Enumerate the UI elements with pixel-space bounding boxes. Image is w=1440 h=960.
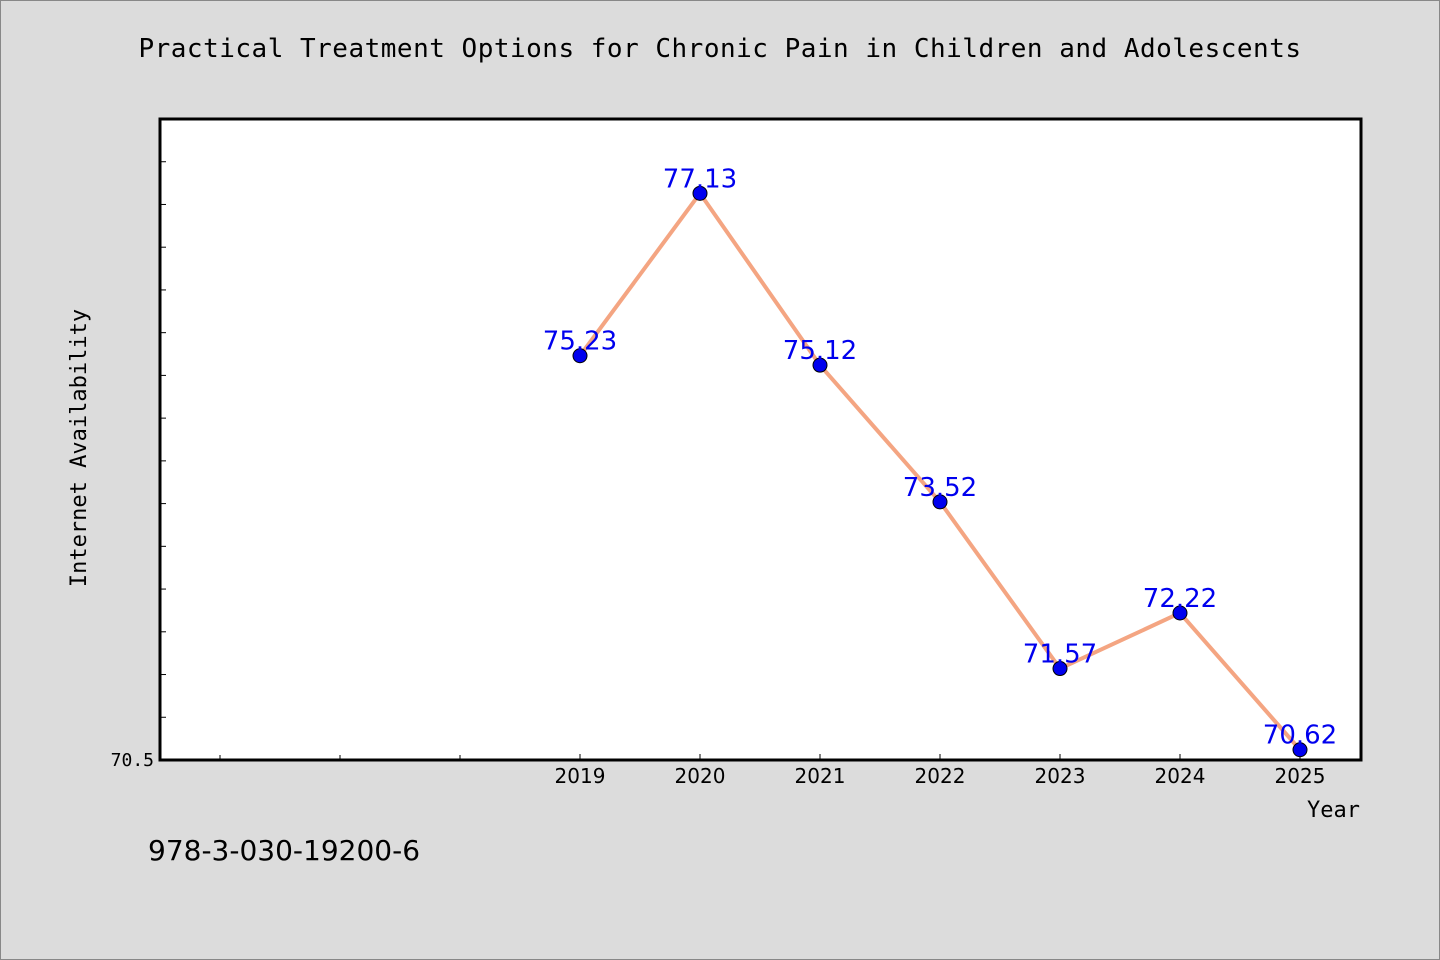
data-label: 75.23: [543, 327, 617, 357]
y-tick-label: 70.5: [111, 750, 154, 771]
data-point: [1052, 661, 1068, 677]
isbn-text: 978-3-030-19200-6: [148, 834, 421, 867]
data-labels: 75.23 77.13 75.12 73.52 71.57 72.22 70.62: [543, 164, 1337, 750]
x-tick-label: 2025: [1275, 764, 1326, 788]
x-ticks: 2019 2020 2021 2022 2023 2024 2025: [555, 754, 1326, 788]
data-point: [1292, 742, 1308, 758]
data-label: 70.62: [1263, 721, 1337, 751]
x-axis-label: Year: [1307, 798, 1360, 823]
data-label: 73.52: [903, 473, 977, 503]
x-tick-label: 2021: [795, 764, 846, 788]
plot-area: [158, 117, 1363, 762]
chart-title: Practical Treatment Options for Chronic …: [138, 34, 1302, 64]
x-tick-label: 2024: [1155, 764, 1206, 788]
x-tick-label: 2023: [1035, 764, 1086, 788]
data-label: 71.57: [1023, 640, 1097, 670]
data-point: [812, 357, 828, 373]
data-point: [572, 348, 588, 364]
x-tick-label: 2022: [915, 764, 966, 788]
data-point: [692, 185, 708, 201]
y-axis-label: Internet Availability: [67, 309, 92, 587]
data-point: [1172, 605, 1188, 621]
x-tick-label: 2019: [555, 764, 606, 788]
data-point: [932, 494, 948, 510]
series-markers: [572, 185, 1308, 758]
data-label: 75.12: [783, 336, 857, 366]
x-tick-label: 2020: [675, 764, 726, 788]
y-ticks: [160, 118, 166, 761]
data-label: 77.13: [663, 164, 737, 194]
minor-x-ticks: [219, 755, 461, 760]
data-label: 72.22: [1143, 584, 1217, 614]
